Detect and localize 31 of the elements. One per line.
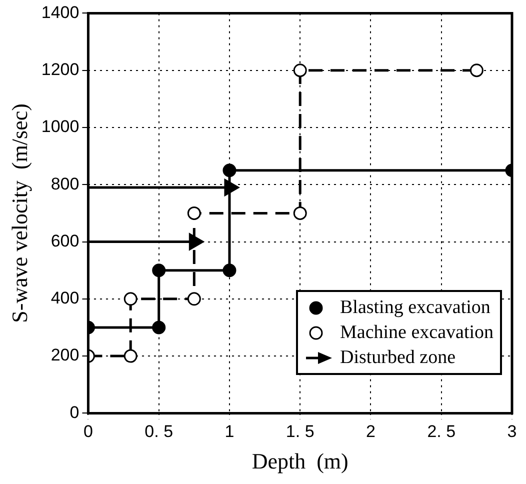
point xyxy=(187,292,201,306)
point xyxy=(222,264,236,278)
x-tick-label: 0 xyxy=(83,422,93,442)
point xyxy=(222,164,236,178)
point xyxy=(152,320,166,334)
legend-label: Machine excavation xyxy=(340,321,494,346)
x-axis-title: Depth (m) xyxy=(252,448,348,474)
point xyxy=(187,206,201,220)
x-tick-label: 2 xyxy=(366,422,376,442)
point xyxy=(293,206,307,220)
x-tick-label: 1. 5 xyxy=(286,422,314,442)
point xyxy=(124,349,138,363)
point xyxy=(152,264,166,278)
legend-label: Blasting excavation xyxy=(340,296,490,320)
y-tick-label: 1400 xyxy=(41,2,80,22)
point xyxy=(293,64,307,78)
legend-label: Disturbed zone xyxy=(340,346,456,370)
x-tick-label: 1 xyxy=(224,422,234,442)
y-tick-label: 600 xyxy=(50,231,80,250)
y-tick-label: 0 xyxy=(70,402,80,422)
y-tick-label: 200 xyxy=(50,346,80,365)
x-tick-label: 3 xyxy=(507,422,517,442)
y-tick-label: 1000 xyxy=(41,117,80,136)
x-tick-label: 2. 5 xyxy=(427,422,456,442)
x-tick-label: 0. 5 xyxy=(144,422,174,442)
y-axis-title: S-wave velocity (m/sec) xyxy=(6,104,32,323)
y-tick-label: 1200 xyxy=(41,60,80,80)
y-tick-label: 400 xyxy=(50,288,80,308)
point xyxy=(470,64,484,78)
y-tick-label: 800 xyxy=(50,174,80,194)
point xyxy=(124,292,138,306)
